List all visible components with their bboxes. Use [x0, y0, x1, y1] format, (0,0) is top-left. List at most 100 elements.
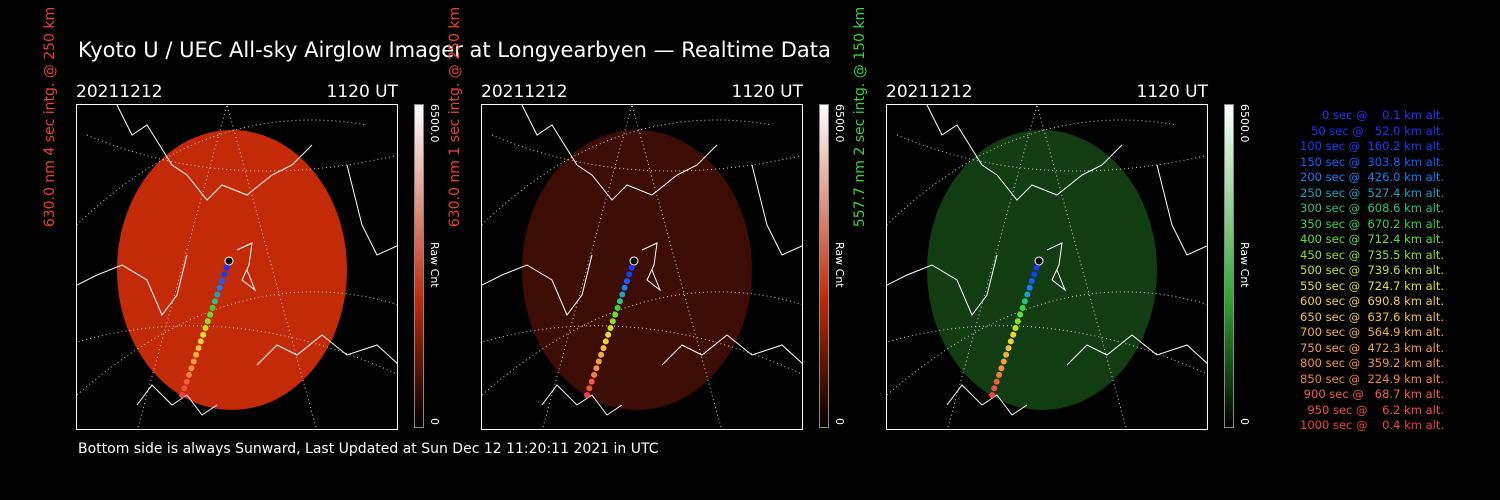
coastline-segment	[887, 254, 998, 316]
coastline-segment	[346, 164, 397, 256]
colorbar-max: 6500.0	[428, 104, 441, 143]
airglow-image	[522, 130, 752, 410]
map-grid	[482, 105, 802, 429]
colorbar	[819, 104, 829, 428]
coastline	[77, 105, 397, 416]
coastline-segment	[256, 334, 397, 366]
trajectory-point	[186, 371, 193, 378]
trajectory-point	[605, 331, 612, 338]
colorbar-label: Raw Cnt	[428, 242, 441, 288]
coastline-segment	[641, 242, 662, 292]
airglow-image	[117, 130, 347, 410]
coastline-segment	[77, 254, 188, 316]
coastline-segment	[482, 254, 593, 316]
trajectory-point	[211, 298, 218, 305]
trajectory-point	[619, 291, 626, 298]
coastline-segment	[661, 334, 802, 366]
trajectory-point	[626, 271, 633, 278]
legend-row: 100 sec @ 160.2 km alt.	[1296, 139, 1444, 153]
trajectory-point	[1034, 256, 1044, 266]
panel-side-label: 557.7 nm 2 sec intg. @ 150 km	[852, 6, 868, 228]
trajectory-point	[586, 385, 593, 392]
legend-row: 950 sec @ 6.2 km alt.	[1303, 402, 1444, 417]
trajectory-point	[1024, 291, 1031, 298]
grid-line	[137, 105, 228, 429]
trajectory-point	[1007, 338, 1014, 345]
footer-note: Bottom side is always Sunward, Last Upda…	[78, 441, 659, 457]
trajectory-point	[998, 365, 1005, 372]
coastline-segment	[236, 242, 257, 292]
grid-line	[947, 105, 1038, 429]
airglow-image	[927, 130, 1157, 410]
trajectory-point	[612, 311, 619, 318]
legend-row: 650 sec @ 637.6 km alt.	[1296, 309, 1444, 324]
legend-row: 200 sec @ 426.0 km alt.	[1296, 170, 1444, 184]
trajectory-point	[1026, 284, 1033, 291]
trajectory-point	[193, 351, 200, 358]
coastline-segment	[751, 164, 802, 256]
trajectory-point	[190, 358, 197, 365]
trajectory-point	[989, 392, 995, 398]
panel-side-label: 630.0 nm 4 sec intg. @ 250 km	[42, 6, 58, 228]
trajectory-point	[181, 385, 188, 392]
trajectory-point	[1010, 331, 1017, 338]
legend-row: 750 sec @ 472.3 km alt.	[1296, 340, 1444, 355]
colorbar-min: 0	[428, 418, 441, 425]
allsky-image-frame	[76, 104, 398, 430]
trajectory-point	[595, 358, 602, 365]
colorbar-max: 6500.0	[833, 104, 846, 143]
grid-line	[86, 134, 397, 172]
coastline-segment	[1066, 334, 1207, 366]
legend-row: 500 sec @ 739.6 km alt.	[1296, 263, 1444, 277]
trajectory-point	[593, 365, 600, 372]
map-grid	[887, 105, 1207, 429]
panel-time: 1120 UT	[1136, 82, 1209, 102]
trajectory-point	[197, 338, 204, 345]
coastline	[887, 105, 1207, 416]
legend-row: 900 sec @ 68.7 km alt.	[1300, 387, 1444, 401]
panel-date: 20211212	[886, 82, 973, 102]
trajectory-point	[218, 278, 225, 285]
grid-line	[1036, 105, 1127, 429]
allsky-image-frame	[481, 104, 803, 430]
trajectory-point	[183, 378, 190, 385]
trajectory-point	[1019, 304, 1026, 311]
trajectory-point	[628, 264, 635, 271]
coastline-segment	[541, 384, 623, 416]
trajectory-point	[1012, 325, 1019, 331]
trajectory-point	[629, 256, 639, 266]
trajectory-point	[1000, 358, 1007, 365]
coastline-segment	[521, 105, 718, 201]
trajectory-point	[993, 378, 1000, 385]
trajectory-point	[607, 325, 614, 331]
coastline-segment	[1046, 242, 1067, 292]
trajectory-point	[584, 392, 590, 398]
trajectory-point	[623, 278, 630, 285]
legend-row: 850 sec @ 224.9 km alt.	[1296, 371, 1444, 386]
allsky-image	[887, 105, 1207, 429]
trajectory-point	[214, 291, 221, 298]
coastline-segment	[926, 105, 1123, 201]
panel-1: 20211212 1120 UT 630.0 nm 4 sec intg. @ …	[42, 7, 496, 432]
coastline-segment	[116, 105, 313, 201]
panel-date: 20211212	[481, 82, 568, 102]
trajectory-point	[221, 271, 228, 278]
legend-row: 800 sec @ 359.2 km alt.	[1296, 356, 1444, 370]
panel-side-label: 630.0 nm 1 sec intg. @ 250 km	[447, 6, 463, 228]
colorbar	[414, 104, 424, 428]
coastline-segment	[946, 384, 1028, 416]
trajectory-point	[1031, 271, 1038, 278]
legend-row: 400 sec @ 712.4 km alt.	[1296, 232, 1444, 246]
page-title: Kyoto U / UEC All-sky Airglow Imager at …	[78, 38, 831, 62]
panel-time: 1120 UT	[326, 82, 399, 102]
grid-line	[896, 134, 1207, 172]
legend-row: 450 sec @ 735.5 km alt.	[1296, 247, 1444, 262]
legend-row: 1000 sec @ 0.4 km alt.	[1300, 418, 1444, 432]
colorbar-min: 0	[1238, 418, 1251, 425]
colorbar-min: 0	[833, 418, 846, 425]
allsky-image	[482, 105, 802, 429]
legend-row: 250 sec @ 527.4 km alt.	[1296, 185, 1444, 200]
panel-2: 20211212 1120 UT 630.0 nm 1 sec intg. @ …	[447, 7, 901, 432]
coastline-segment	[1156, 164, 1207, 256]
trajectory-point	[207, 311, 214, 318]
